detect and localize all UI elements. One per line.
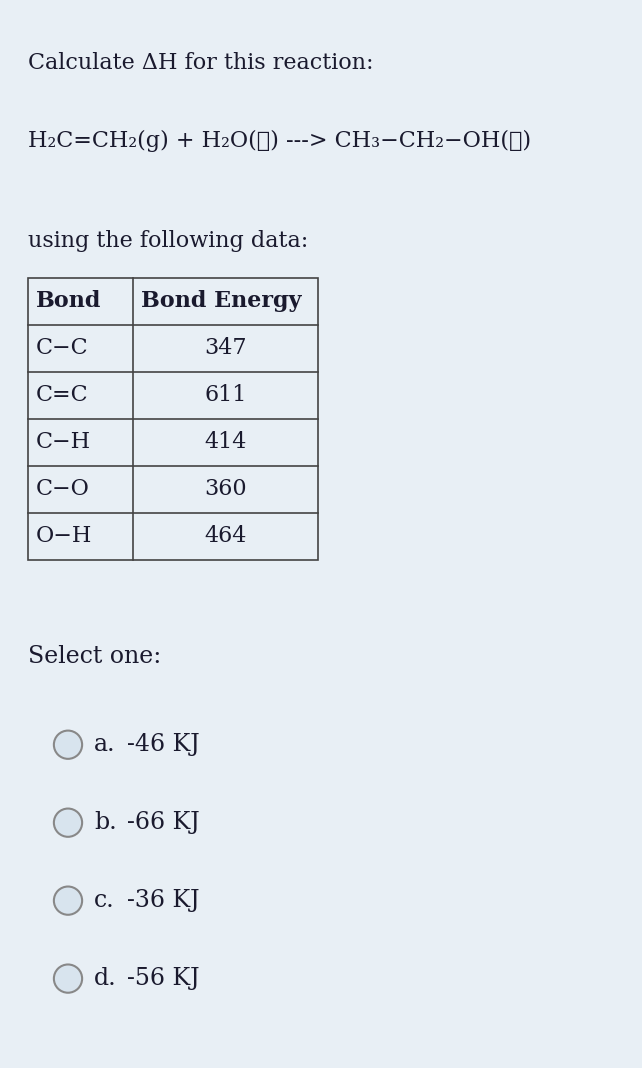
Ellipse shape (54, 886, 82, 915)
Text: b.: b. (94, 812, 117, 834)
Text: -46 KJ: -46 KJ (127, 734, 200, 756)
Text: O−H: O−H (36, 525, 92, 548)
Text: H₂C=CH₂(g) + H₂O(ℓ) ---> CH₃−CH₂−OH(ℓ): H₂C=CH₂(g) + H₂O(ℓ) ---> CH₃−CH₂−OH(ℓ) (28, 130, 531, 152)
Text: 360: 360 (204, 478, 247, 501)
Text: 414: 414 (204, 431, 247, 454)
Text: -66 KJ: -66 KJ (127, 812, 200, 834)
Text: Bond Energy: Bond Energy (141, 290, 302, 313)
Text: Bond: Bond (36, 290, 101, 313)
Text: C=C: C=C (36, 384, 89, 407)
Text: C−O: C−O (36, 478, 90, 501)
Text: C−C: C−C (36, 337, 89, 360)
Text: 464: 464 (204, 525, 247, 548)
Ellipse shape (54, 964, 82, 993)
Text: using the following data:: using the following data: (28, 230, 308, 252)
Bar (28, 278, 318, 560)
Text: -56 KJ: -56 KJ (127, 968, 200, 990)
Text: a.: a. (94, 734, 116, 756)
Text: 611: 611 (204, 384, 247, 407)
Text: C−H: C−H (36, 431, 91, 454)
Text: Calculate ΔH for this reaction:: Calculate ΔH for this reaction: (28, 52, 374, 74)
Text: Select one:: Select one: (28, 645, 161, 669)
Ellipse shape (54, 731, 82, 759)
Text: d.: d. (94, 968, 117, 990)
Ellipse shape (54, 808, 82, 837)
Text: c.: c. (94, 890, 115, 912)
Text: 347: 347 (204, 337, 247, 360)
Text: -36 KJ: -36 KJ (127, 890, 200, 912)
